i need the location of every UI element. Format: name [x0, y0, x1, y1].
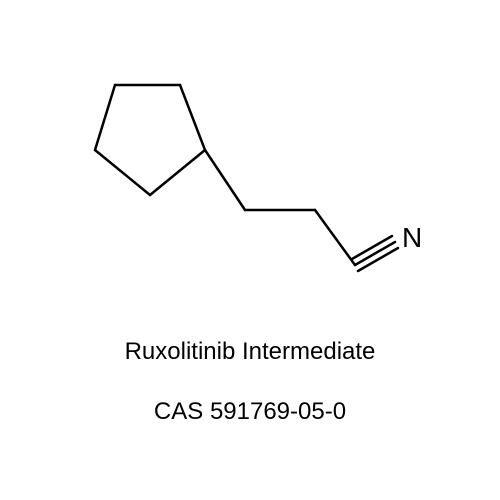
bond-line	[95, 85, 115, 150]
bond-line	[315, 210, 355, 265]
atom-label-n: N	[402, 222, 422, 254]
bond-line	[95, 150, 150, 195]
bond-line	[150, 150, 205, 195]
chemical-diagram: N Ruxolitinib Intermediate CAS 591769-05…	[0, 0, 500, 500]
compound-name: Ruxolitinib Intermediate	[0, 338, 500, 366]
bond-line	[205, 150, 245, 210]
bond-line	[180, 85, 205, 150]
cas-number: CAS 591769-05-0	[0, 398, 500, 426]
